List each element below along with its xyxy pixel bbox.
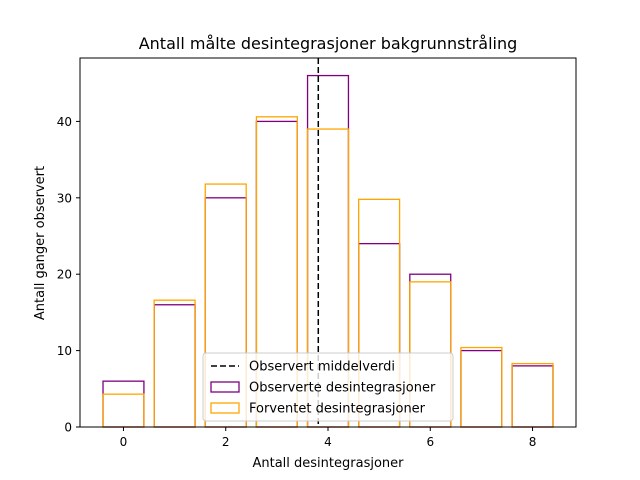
legend-swatch-series-1 [210,381,240,393]
legend-label-2: Observerte desintegrasjoner [249,381,436,396]
legend-label-1: Observert middelverdi [249,360,395,375]
y-tick-label-0: 0 [64,421,72,435]
y-tick-label-10: 10 [57,344,72,358]
y-tick-label-30: 30 [57,191,72,205]
x-tick-label-0: 0 [120,435,128,449]
legend-box [202,352,454,422]
y-axis-label: Antall ganger observert [33,166,48,320]
x-tick-label-6: 6 [426,435,434,449]
y-tick-label-40: 40 [57,115,72,129]
axes-layer: 0 2 4 6 8 0 10 20 30 40 [57,57,577,449]
legend: Observert middelverdi Observerte desinteg… [202,352,454,422]
x-tick-label-4: 4 [324,435,332,449]
x-tick-label-8: 8 [529,435,537,449]
chart-title: Antall målte desintegrasjoner bakgrunnst… [139,34,518,53]
legend-label-3: Forventet desintegrasjoner [249,402,426,417]
x-tick-label-2: 2 [222,435,230,449]
y-tick-label-20: 20 [57,268,72,282]
x-axis-label: Antall desintegrasjoner [252,456,404,471]
legend-swatch-series-2 [210,402,240,414]
